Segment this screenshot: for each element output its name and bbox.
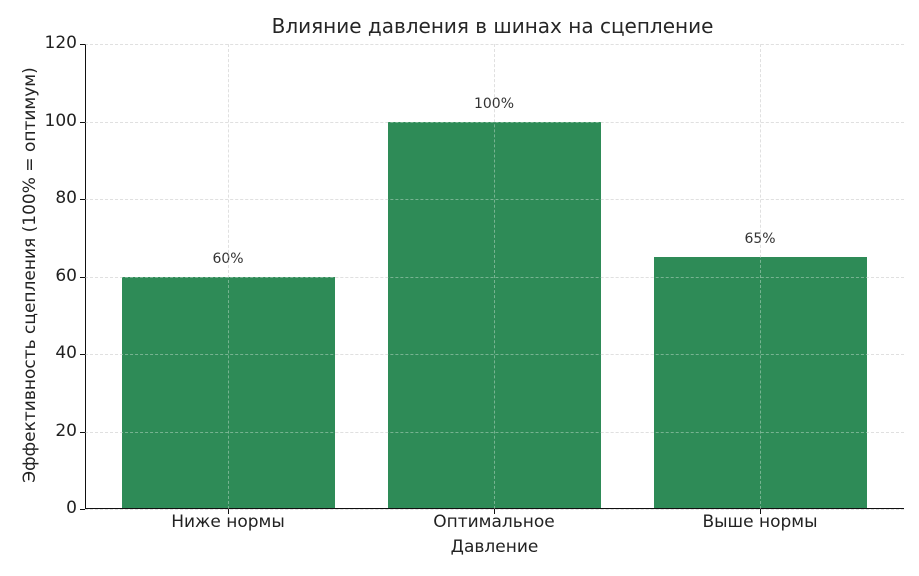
plot-area: 60% 100% 65% bbox=[85, 44, 904, 510]
x-axis-label: Давление bbox=[450, 537, 539, 557]
grid-line-horizontal bbox=[85, 44, 904, 45]
bar-value-label: 100% bbox=[473, 95, 515, 112]
x-tick-label: Выше нормы bbox=[702, 512, 818, 532]
x-tick-mark bbox=[228, 509, 229, 514]
grid-line-vertical bbox=[494, 44, 495, 509]
grid-line-horizontal bbox=[85, 276, 904, 278]
y-tick-mark bbox=[80, 121, 85, 123]
grid-line-horizontal bbox=[85, 354, 904, 355]
y-tick-label: 80 bbox=[55, 188, 77, 208]
grid-line-horizontal bbox=[85, 121, 904, 123]
y-tick-label: 120 bbox=[44, 33, 77, 53]
x-tick-label: Оптимальное bbox=[433, 512, 555, 532]
bar-value-label: 65% bbox=[744, 231, 776, 248]
x-axis-line bbox=[85, 508, 904, 509]
grid-line-horizontal bbox=[85, 509, 904, 510]
y-tick-label: 40 bbox=[55, 343, 77, 363]
y-tick-mark bbox=[80, 431, 85, 433]
y-tick-mark bbox=[80, 354, 85, 355]
y-axis-line bbox=[85, 44, 86, 509]
x-tick-mark bbox=[494, 509, 495, 514]
y-tick-mark bbox=[80, 199, 85, 200]
x-tick-label: Ниже нормы bbox=[171, 512, 285, 532]
bar bbox=[121, 276, 335, 509]
grid-line-vertical bbox=[228, 44, 229, 509]
grid-line-horizontal bbox=[85, 431, 904, 433]
x-tick-mark bbox=[760, 509, 761, 514]
bar bbox=[387, 121, 601, 509]
grid-line-vertical bbox=[760, 44, 761, 509]
y-tick-mark bbox=[80, 509, 85, 510]
y-tick-label: 60 bbox=[55, 265, 77, 286]
bar-value-label: 60% bbox=[212, 250, 244, 267]
bar bbox=[653, 257, 867, 509]
y-tick-label: 20 bbox=[55, 420, 77, 441]
y-tick-mark bbox=[80, 44, 85, 45]
y-tick-mark bbox=[80, 276, 85, 278]
y-tick-label: 100 bbox=[44, 110, 77, 131]
grid-line-horizontal bbox=[85, 199, 904, 200]
y-tick-label: 0 bbox=[66, 498, 77, 518]
chart-title: Влияние давления в шинах на сцепление bbox=[271, 14, 714, 38]
